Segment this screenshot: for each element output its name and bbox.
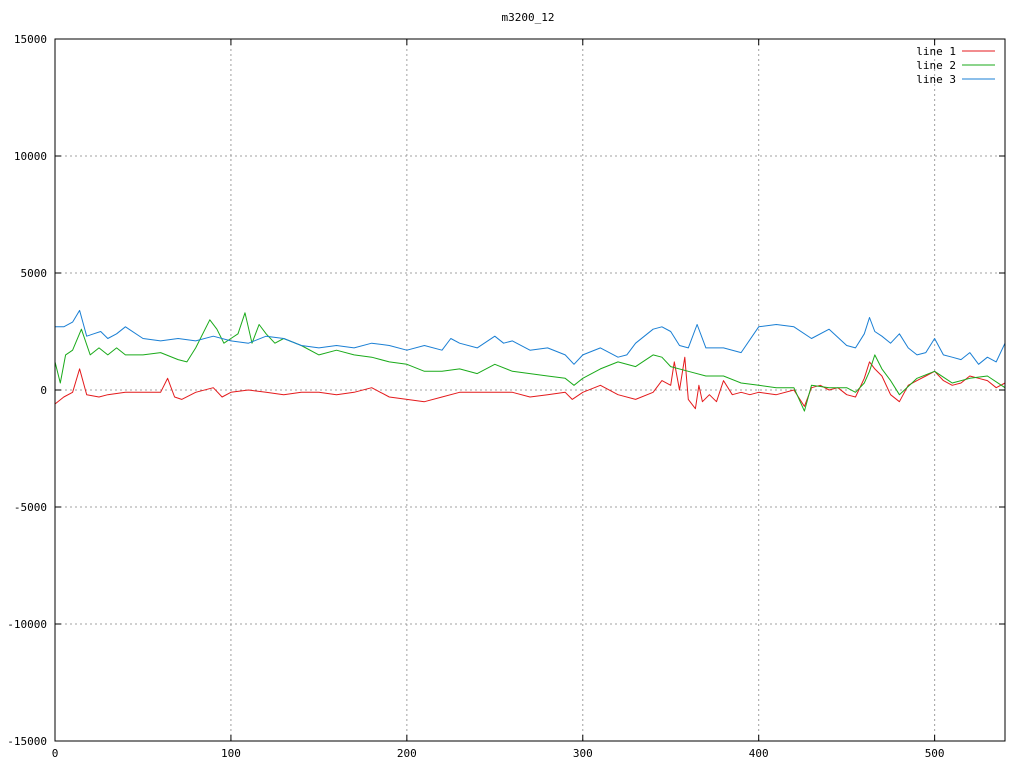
x-tick-label: 0: [52, 747, 59, 760]
legend-label-3: line 3: [916, 73, 956, 86]
y-tick-label: 15000: [14, 33, 47, 46]
series-line-1: [54, 356, 1006, 410]
series-line-2: [54, 312, 1006, 412]
y-tick-label: 10000: [14, 150, 47, 163]
y-tick-label: 5000: [21, 267, 48, 280]
series-line-3: [55, 309, 1006, 365]
legend-label-2: line 2: [916, 59, 956, 72]
series-layer: [54, 309, 1006, 412]
y-tick-label: -10000: [7, 618, 47, 631]
x-tick-label: 300: [573, 747, 593, 760]
x-tick-label: 100: [221, 747, 241, 760]
axis-ticks: 0 100 200 300 400 500 -15000 -10000 -5000 0 5000 10…: [7, 33, 1005, 760]
chart-title: m3200_12: [502, 11, 555, 24]
y-tick-label: 0: [40, 384, 47, 397]
y-tick-label: -15000: [7, 735, 47, 748]
x-tick-label: 200: [397, 747, 417, 760]
legend-label-1: line 1: [916, 45, 956, 58]
x-tick-label: 500: [925, 747, 945, 760]
x-tick-label: 400: [749, 747, 769, 760]
y-tick-label: -5000: [14, 501, 47, 514]
grid: [55, 39, 1005, 741]
